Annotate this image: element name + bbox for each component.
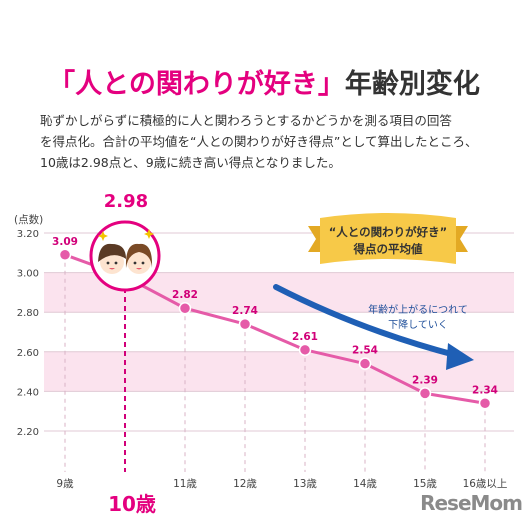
highlight-value-label: 2.98 [103,191,149,212]
data-point [418,387,432,400]
x-tick-label: 16歳以上 [463,478,508,490]
data-label: 2.74 [232,305,258,317]
data-point [238,317,252,331]
data-label: 2.34 [472,384,498,396]
data-points [58,248,492,410]
y-tick-label: 2.40 [17,387,39,398]
mouth [136,268,142,270]
trend-arrow-shaft [273,284,458,358]
title-suffix: 年齢別変化 [344,69,480,100]
banner-line2: 得点の平均値 [353,242,423,256]
y-tick-label: 2.80 [17,308,39,319]
y-tick-label: 2.60 [17,348,39,359]
x-tick-label: 9歳 [56,478,74,490]
data-label: 3.09 [52,236,78,248]
background-bands [44,272,514,392]
eye [133,261,137,265]
x-tick-label: 15歳 [413,478,437,490]
hair-right [125,243,153,268]
sparkle-icon [98,231,108,241]
data-point [478,397,492,410]
data-point [58,248,72,262]
trend-note-line1: 年齢が上がるにつれて [368,303,468,316]
x-tick-label: 11歳 [173,478,197,490]
data-label: 2.54 [352,345,378,357]
trend-note-line2: 下降していく [388,318,448,331]
data-point [298,343,312,357]
data-label: 2.39 [412,374,438,386]
x-tick-label: 12歳 [233,478,257,490]
x-tick-labels: 9歳 11歳 12歳 13歳 14歳 15歳 16歳以上 [56,478,507,490]
mouth [109,268,115,270]
data-point [178,301,192,315]
face-right [127,250,151,274]
y-tick-label: 2.20 [17,427,39,438]
eye [114,261,118,265]
y-tick-label: 3.20 [17,229,39,240]
sparkle-icon [144,229,154,239]
data-point [358,357,372,370]
page-title: 「人との関わりが好き」年齢別変化 [0,62,528,101]
eye [141,261,145,265]
banner-ribbon: “人との関わりが好き” 得点の平均値 [308,213,468,264]
y-axis-unit: (点数) [14,214,44,226]
trend-arrow-head [446,343,474,370]
eye [106,261,110,265]
x-tick-label: 14歳 [353,478,377,490]
banner-line1: “人との関わりが好き” [329,225,448,239]
y-tick-label: 3.00 [17,269,39,280]
y-tick-labels: 2.20 2.40 2.60 2.80 3.00 3.20 [17,229,39,438]
data-labels: 3.09 2.82 2.74 2.61 2.54 2.39 2.34 [52,236,498,397]
band [44,351,514,392]
x-tick-label: 13歳 [293,478,317,490]
data-label: 2.61 [292,331,318,343]
data-label: 2.82 [172,289,198,301]
hair-left [98,243,126,262]
title-quoted: 「人との関わりが好き」 [48,69,345,100]
description: 恥ずかしがらずに積極的に人と関わろうとするかどうかを測る項目の回答 を得点化。合… [40,113,478,170]
category-guides [64,254,486,472]
highlight-circle [89,220,161,292]
watermark-logo: ReseMom [420,491,523,515]
highlight-age-label: 10歳 [108,492,156,516]
